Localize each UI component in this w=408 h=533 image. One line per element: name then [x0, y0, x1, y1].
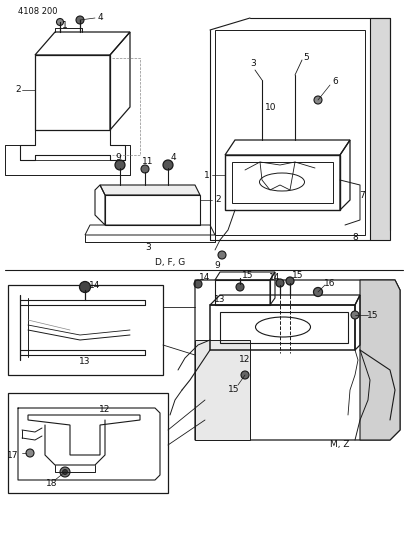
Text: 13: 13	[79, 358, 91, 367]
Circle shape	[351, 311, 359, 319]
Circle shape	[26, 449, 34, 457]
Text: 7: 7	[359, 190, 365, 199]
Text: 4108 200: 4108 200	[18, 6, 58, 15]
Text: 9: 9	[115, 154, 121, 163]
Text: 15: 15	[367, 311, 379, 319]
Text: 15: 15	[228, 385, 240, 394]
Text: 2: 2	[15, 85, 21, 94]
Text: 14: 14	[89, 281, 101, 290]
Text: 8: 8	[352, 233, 358, 243]
Text: 4: 4	[97, 12, 103, 21]
Circle shape	[115, 160, 125, 170]
Text: 5: 5	[303, 52, 309, 61]
Circle shape	[163, 160, 173, 170]
Circle shape	[62, 470, 67, 474]
Text: 6: 6	[332, 77, 338, 86]
Polygon shape	[195, 340, 250, 440]
Circle shape	[218, 251, 226, 259]
Text: D, F, G: D, F, G	[155, 259, 185, 268]
Text: 14: 14	[269, 272, 281, 281]
Circle shape	[60, 467, 70, 477]
Circle shape	[241, 371, 249, 379]
Text: 13: 13	[214, 295, 226, 304]
Polygon shape	[370, 18, 390, 240]
Text: 4: 4	[170, 154, 176, 163]
Text: 18: 18	[46, 480, 58, 489]
Text: 3: 3	[250, 59, 256, 68]
Circle shape	[56, 19, 64, 26]
Circle shape	[286, 277, 294, 285]
Circle shape	[276, 279, 284, 287]
Text: 3: 3	[145, 244, 151, 253]
Text: 1: 1	[204, 171, 210, 180]
Circle shape	[80, 281, 91, 293]
Text: 2: 2	[215, 196, 221, 205]
Circle shape	[314, 96, 322, 104]
Polygon shape	[100, 185, 200, 195]
Text: 15: 15	[242, 271, 254, 280]
Circle shape	[141, 165, 149, 173]
Bar	[8, 285, 163, 375]
Circle shape	[236, 283, 244, 291]
Text: 10: 10	[265, 103, 277, 112]
Text: 11: 11	[142, 157, 154, 166]
Bar	[8, 393, 168, 493]
Text: 1: 1	[62, 21, 68, 30]
Text: 14: 14	[200, 273, 211, 282]
Text: M, Z: M, Z	[330, 440, 350, 449]
Text: 12: 12	[99, 406, 111, 415]
Text: 12: 12	[239, 356, 251, 365]
Text: 15: 15	[292, 271, 304, 280]
Text: 17: 17	[7, 450, 18, 459]
Polygon shape	[360, 280, 400, 440]
Circle shape	[313, 287, 322, 296]
Circle shape	[76, 16, 84, 24]
Text: 9: 9	[214, 261, 220, 270]
Text: 16: 16	[324, 279, 336, 288]
Circle shape	[194, 280, 202, 288]
